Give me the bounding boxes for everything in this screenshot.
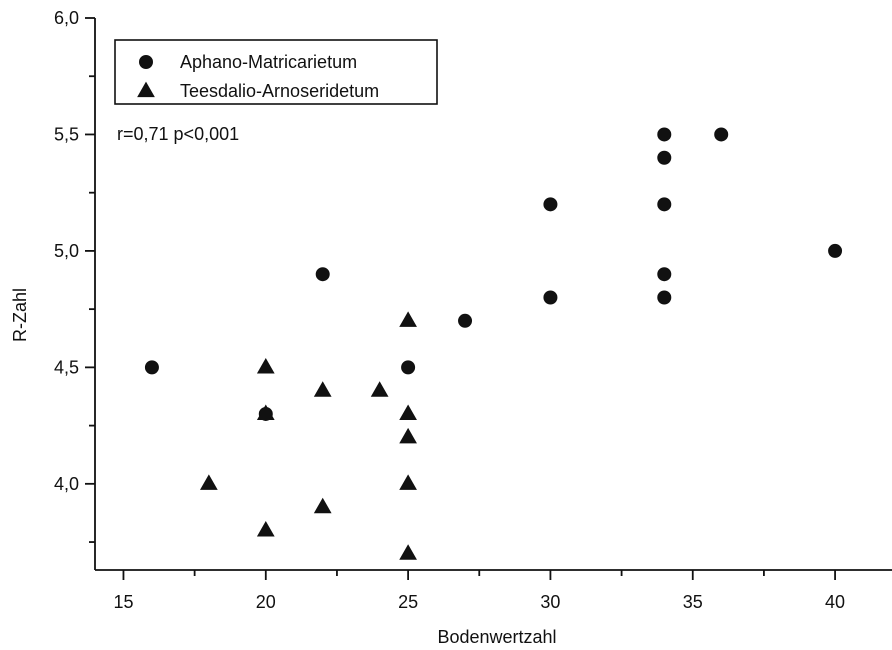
x-tick-label: 30	[540, 592, 560, 612]
data-point-circle	[657, 290, 672, 305]
y-tick-label: 5,0	[54, 241, 79, 261]
y-tick-label: 5,5	[54, 124, 79, 144]
series-1	[144, 127, 843, 421]
axes: 4,0 4,5 5,0 5,5 6,0 15 20 25 30 35 40	[54, 8, 892, 612]
correlation-annotation: r=0,71 p<0,001	[117, 124, 239, 144]
data-points	[144, 127, 843, 560]
data-point-triangle	[256, 357, 275, 374]
legend-circle-marker	[139, 55, 153, 69]
data-point-circle	[657, 127, 672, 142]
data-point-circle	[657, 197, 672, 212]
data-point-triangle	[199, 474, 218, 490]
x-tick-label: 35	[683, 592, 703, 612]
x-tick-label: 40	[825, 592, 845, 612]
data-point-circle	[401, 360, 416, 375]
data-point-triangle	[256, 520, 275, 537]
data-point-triangle	[313, 381, 332, 397]
legend-triangle-marker	[137, 81, 155, 98]
data-point-circle	[543, 197, 558, 212]
data-point-triangle	[399, 427, 417, 444]
legend-entry-label: Aphano-Matricarietum	[180, 52, 357, 72]
data-point-triangle	[399, 474, 417, 490]
data-point-circle	[828, 243, 843, 258]
data-point-triangle	[399, 544, 417, 560]
x-tick-label: 20	[256, 592, 276, 612]
x-tick-label: 25	[398, 592, 418, 612]
data-point-circle	[714, 127, 729, 142]
data-point-triangle	[399, 311, 417, 327]
y-tick-label: 4,0	[54, 474, 79, 494]
series-2	[199, 311, 417, 560]
data-point-circle	[543, 290, 558, 305]
y-tick-label: 4,5	[54, 357, 79, 377]
y-axis-label: R-Zahl	[10, 288, 30, 342]
legend-items: Aphano-Matricarietum Teesdalio-Arnoseride…	[137, 52, 379, 101]
data-point-triangle	[370, 381, 389, 397]
data-point-circle	[315, 267, 330, 282]
data-point-circle	[144, 360, 159, 375]
legend-entry-label: Teesdalio-Arnoseridetum	[180, 81, 379, 101]
x-tick-label: 15	[113, 592, 133, 612]
data-point-circle	[657, 267, 672, 282]
data-point-triangle	[256, 404, 275, 421]
data-point-circle	[657, 150, 672, 165]
data-point-triangle	[313, 497, 332, 514]
legend-box	[114, 39, 438, 105]
y-tick-label: 6,0	[54, 8, 79, 28]
data-point-circle	[458, 313, 473, 328]
x-axis-label: Bodenwertzahl	[437, 627, 556, 647]
data-point-triangle	[399, 404, 417, 421]
legend: Aphano-Matricarietum Teesdalio-Arnoseride…	[114, 39, 438, 105]
